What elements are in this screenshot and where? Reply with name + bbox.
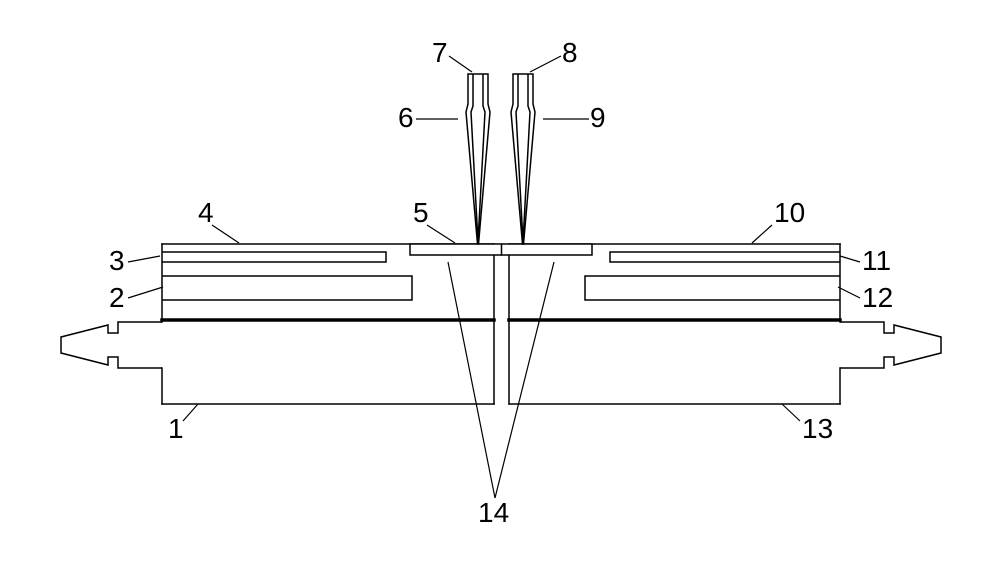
label-14: 14: [478, 497, 509, 528]
label-12: 12: [862, 282, 893, 313]
label-5: 5: [413, 197, 429, 228]
label-2: 2: [109, 282, 125, 313]
label-11: 11: [862, 245, 891, 276]
label-4: 4: [198, 197, 214, 228]
label-1: 1: [168, 413, 184, 444]
label-3: 3: [109, 245, 125, 276]
label-6: 6: [398, 102, 414, 133]
label-8: 8: [562, 37, 578, 68]
label-9: 9: [590, 102, 606, 133]
label-7: 7: [432, 37, 448, 68]
label-10: 10: [774, 197, 805, 228]
label-13: 13: [802, 413, 833, 444]
